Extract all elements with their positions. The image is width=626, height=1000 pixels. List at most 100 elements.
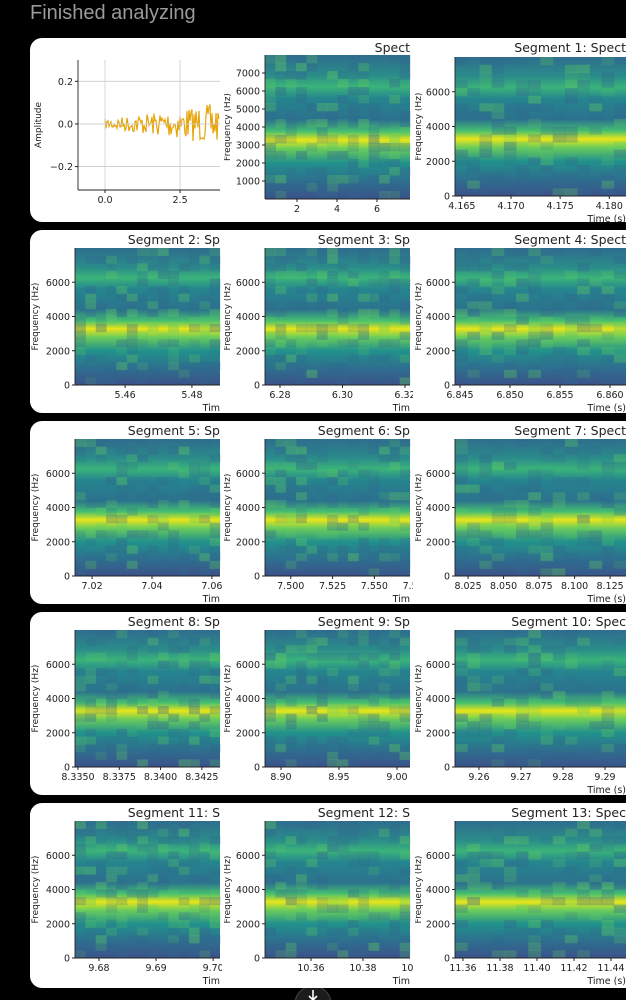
spectrogram-cell (613, 255, 626, 264)
spectrogram-cell (516, 713, 529, 722)
spectrogram-cell (564, 134, 578, 143)
spectrogram-cell (296, 492, 307, 501)
spectrogram-cell (552, 568, 566, 577)
spectrogram-cell (147, 446, 159, 455)
spectrogram-cell (491, 255, 505, 264)
spectrogram-cell (327, 270, 338, 279)
spectrogram-cell (296, 87, 307, 96)
spectrogram-cell (85, 828, 97, 837)
spectrogram-image (265, 630, 410, 767)
spectrogram-cell (285, 866, 297, 875)
spectrogram-cell (337, 630, 349, 639)
spectrogram-cell (491, 836, 505, 845)
spectrogram-cell (95, 668, 107, 677)
spectrogram-cell (577, 301, 590, 310)
x-tick-label: 8.3375 (103, 772, 136, 783)
spectrogram-cell (358, 324, 370, 333)
spectrogram-cell (528, 645, 541, 654)
spectrogram-cell (528, 759, 541, 768)
spectrogram-cell (209, 499, 221, 508)
spectrogram-cell (528, 935, 541, 944)
spectrogram-cell (137, 553, 148, 562)
spectrogram-cell (467, 308, 480, 317)
spectrogram-cell (296, 881, 307, 890)
spectrogram-cell (116, 950, 128, 959)
y-axis-label: Frequency (Hz) (223, 665, 233, 733)
spectrogram-cell (116, 728, 128, 738)
spectrogram-cell (285, 55, 297, 64)
spectrogram-cell (389, 568, 401, 577)
spectrogram-cell (296, 942, 307, 951)
spectrogram-cell (347, 324, 359, 333)
spectrogram-cell (199, 675, 211, 684)
spectrogram-cell (106, 377, 117, 386)
spectrogram-cell (601, 660, 615, 669)
spectrogram-cell (528, 919, 541, 929)
y-tick-label: 1000 (236, 177, 260, 188)
spectrogram-cell (106, 362, 117, 371)
spectrogram-cell (178, 660, 190, 669)
y-tick-label: 4000 (236, 503, 260, 514)
panel: 02000400060007.5007.5257.5507.575Segment… (224, 423, 413, 604)
spectrogram-cell (601, 698, 615, 707)
spectrogram-cell (316, 119, 328, 128)
spectrogram-cell (296, 362, 307, 371)
spectrogram-cell (479, 134, 493, 143)
spectrogram-cell (296, 912, 307, 921)
spectrogram-cell (601, 537, 615, 547)
spectrogram-cell (178, 446, 190, 455)
spectrogram-cell (516, 560, 529, 569)
spectrogram-image (75, 821, 220, 958)
spectrogram-cell (327, 736, 338, 745)
spectrogram-cell (157, 942, 169, 951)
spectrogram-cell (491, 675, 505, 684)
spectrogram-cell (613, 904, 626, 913)
spectrogram-cell (455, 469, 468, 478)
spectrogram-cell (116, 339, 128, 348)
y-axis-label: Frequency (Hz) (223, 283, 233, 351)
spectrogram-cell (106, 439, 117, 448)
spectrogram-cell (209, 897, 221, 906)
spectrogram-cell (327, 255, 338, 264)
spectrogram-cell (85, 354, 97, 363)
spectrogram-image (75, 439, 220, 576)
y-tick-label: 6000 (46, 278, 70, 289)
spectrogram-cell (601, 499, 615, 508)
spectrogram-cell (157, 721, 169, 730)
spectrogram-cell (296, 446, 307, 455)
spectrogram-cell (147, 286, 159, 295)
spectrogram-cell (285, 71, 297, 80)
spectrogram-cell (126, 331, 138, 340)
spectrogram-cell (455, 446, 468, 455)
spectrogram-cell (147, 675, 159, 684)
spectrogram-cell (613, 165, 626, 174)
spectrogram-cell (358, 95, 370, 104)
spectrogram-cell (296, 270, 307, 279)
spectrogram-cell (399, 919, 411, 929)
spectrogram-cell (296, 560, 307, 569)
spectrogram-cell (95, 530, 107, 539)
spectrogram-cell (577, 942, 590, 951)
spectrogram-cell (467, 255, 480, 264)
spectrogram-cell (503, 630, 517, 639)
spectrogram-cell (265, 339, 276, 348)
spectrogram-cell (378, 874, 390, 883)
spectrogram-cell (613, 118, 626, 127)
spectrogram-cell (306, 660, 318, 669)
spectrogram-cell (75, 331, 86, 340)
spectrogram-cell (516, 698, 529, 707)
spectrogram-cell (265, 492, 276, 501)
spectrogram-cell (552, 248, 566, 257)
spectrogram-cell (285, 942, 297, 951)
spectrogram-cell (296, 183, 307, 192)
spectrogram-cell (275, 492, 287, 501)
spectrogram-cell (168, 339, 180, 348)
spectrogram-cell (399, 446, 411, 455)
spectrogram-cell (306, 55, 318, 64)
spectrogram-cell (503, 141, 517, 151)
spectrogram-cell (528, 630, 541, 639)
x-axis-label: Time (s) (586, 976, 626, 987)
spectrogram-cell (285, 675, 297, 684)
spectrogram-cell (296, 461, 307, 470)
spectrogram-cell (613, 836, 626, 845)
